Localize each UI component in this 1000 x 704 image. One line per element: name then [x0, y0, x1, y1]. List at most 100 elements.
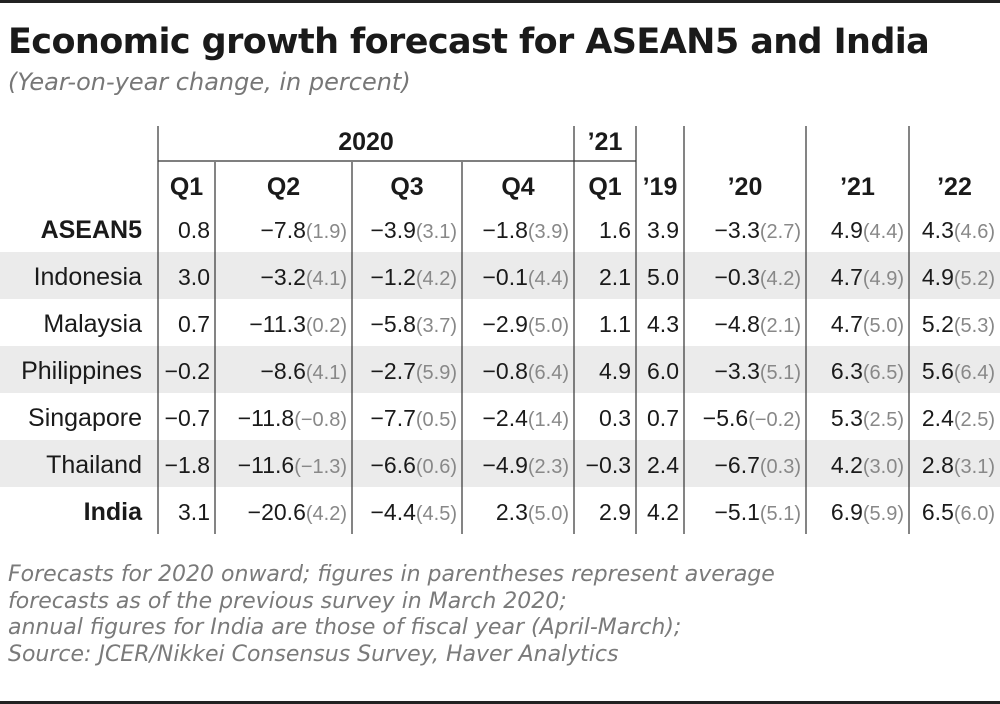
table-cell: −2.7(5.9) [370, 358, 457, 384]
cell-previous-forecast: (3.1) [954, 456, 995, 478]
cell-previous-forecast: (5.1) [760, 503, 801, 525]
table-cell: 3.0 [178, 264, 210, 290]
table-cell: 2.1 [599, 264, 631, 290]
table-cell: −2.9(5.0) [482, 311, 569, 337]
cell-value: −0.2 [165, 358, 210, 384]
cell-previous-forecast: (3.1) [416, 221, 457, 243]
footnote-line: Source: JCER/Nikkei Consensus Survey, Ha… [8, 641, 619, 667]
cell-previous-forecast: (1.9) [306, 221, 347, 243]
cell-value: −5.8 [370, 311, 415, 337]
cell-previous-forecast: (0.2) [306, 315, 347, 337]
column-header: Q4 [501, 173, 534, 201]
chart-subtitle: (Year-on-year change, in percent) [8, 68, 411, 96]
cell-previous-forecast: (6.0) [954, 503, 995, 525]
table-cell: 5.6(6.4) [922, 358, 995, 384]
cell-value: −0.3 [714, 264, 759, 290]
cell-value: −11.3 [249, 311, 306, 337]
cell-value: −7.8 [260, 217, 305, 243]
cell-previous-forecast: (4.4) [863, 221, 904, 243]
cell-previous-forecast: (5.0) [528, 315, 569, 337]
table-cell: −20.6(4.2) [248, 499, 347, 525]
table-cell: 4.7(5.0) [831, 311, 904, 337]
cell-value: −8.6 [260, 358, 305, 384]
cell-previous-forecast: (4.2) [416, 268, 457, 290]
cell-previous-forecast: (0.6) [416, 456, 457, 478]
cell-value: −1.8 [165, 452, 210, 478]
cell-value: 2.4 [922, 405, 954, 431]
cell-value: 4.3 [647, 311, 679, 337]
cell-previous-forecast: (5.0) [528, 503, 569, 525]
row-label: Malaysia [43, 310, 142, 338]
table-cell: 4.7(4.9) [831, 264, 904, 290]
cell-value: −1.2 [370, 264, 415, 290]
table-cell: −5.6(−0.2) [703, 405, 801, 431]
cell-value: 4.2 [831, 452, 863, 478]
group-header: ’21 [588, 128, 623, 156]
cell-previous-forecast: (4.2) [760, 268, 801, 290]
cell-value: 4.9 [922, 264, 954, 290]
footnote-line: forecasts as of the previous survey in M… [8, 588, 567, 614]
cell-previous-forecast: (2.5) [863, 409, 904, 431]
table-cell: −1.2(4.2) [370, 264, 457, 290]
column-header: ’19 [643, 173, 678, 201]
cell-previous-forecast: (5.0) [863, 315, 904, 337]
table-cell: −0.7 [165, 405, 210, 431]
table-cell: 2.4(2.5) [922, 405, 995, 431]
cell-previous-forecast: (2.3) [528, 456, 569, 478]
cell-value: −7.7 [370, 405, 415, 431]
table-cell: 4.3(4.6) [922, 217, 995, 243]
cell-value: −11.8 [238, 405, 295, 431]
row-stripe [0, 252, 1000, 299]
cell-previous-forecast: (4.6) [954, 221, 995, 243]
chart-title: Economic growth forecast for ASEAN5 and … [8, 22, 930, 62]
table-cell: 6.5(6.0) [922, 499, 995, 525]
cell-value: 5.6 [922, 358, 954, 384]
cell-previous-forecast: (4.9) [863, 268, 904, 290]
table-cell: −3.3(2.7) [714, 217, 801, 243]
cell-value: −3.3 [714, 217, 759, 243]
table-cell: −0.3 [586, 452, 631, 478]
table-cell: 0.3 [599, 405, 631, 431]
cell-previous-forecast: (5.9) [863, 503, 904, 525]
cell-value: −2.9 [482, 311, 527, 337]
row-label: Philippines [21, 357, 142, 385]
cell-previous-forecast: (3.0) [863, 456, 904, 478]
table-cell: −1.8 [165, 452, 210, 478]
cell-value: 5.3 [831, 405, 863, 431]
footnote-line: Forecasts for 2020 onward; figures in pa… [8, 562, 775, 587]
table-cell: 0.7 [178, 311, 210, 337]
cell-value: −0.8 [482, 358, 527, 384]
table-cell: −0.8(6.4) [482, 358, 569, 384]
row-label: Singapore [28, 404, 142, 432]
cell-value: −3.3 [714, 358, 759, 384]
table-cell: 1.1 [599, 311, 631, 337]
cell-value: −5.6 [703, 405, 748, 431]
cell-value: 6.0 [647, 358, 679, 384]
table-cell: 5.0 [647, 264, 679, 290]
cell-value: 6.9 [831, 499, 863, 525]
cell-previous-forecast: (4.2) [306, 503, 347, 525]
cell-previous-forecast: (2.7) [760, 221, 801, 243]
cell-previous-forecast: (3.9) [528, 221, 569, 243]
cell-previous-forecast: (6.4) [528, 362, 569, 384]
table-cell: 6.0 [647, 358, 679, 384]
cell-value: −2.7 [370, 358, 415, 384]
table-cell: 4.9(5.2) [922, 264, 995, 290]
column-header: ’20 [728, 173, 763, 201]
footnote-line: annual figures for India are those of fi… [8, 615, 682, 640]
cell-value: 6.5 [922, 499, 954, 525]
cell-value: 3.9 [647, 217, 679, 243]
table-cell: −2.4(1.4) [482, 405, 569, 431]
table-cell: 0.7 [647, 405, 679, 431]
footnotes: Forecasts for 2020 onward; figures in pa… [8, 562, 775, 668]
cell-previous-forecast: (0.5) [416, 409, 457, 431]
table-cell: −8.6(4.1) [260, 358, 347, 384]
table-cell: 4.9(4.4) [831, 217, 904, 243]
cell-previous-forecast: (5.1) [760, 362, 801, 384]
cell-previous-forecast: (6.5) [863, 362, 904, 384]
cell-previous-forecast: (−0.2) [748, 409, 801, 431]
cell-value: 6.3 [831, 358, 863, 384]
table-cell: 6.9(5.9) [831, 499, 904, 525]
row-label: Indonesia [34, 263, 143, 291]
